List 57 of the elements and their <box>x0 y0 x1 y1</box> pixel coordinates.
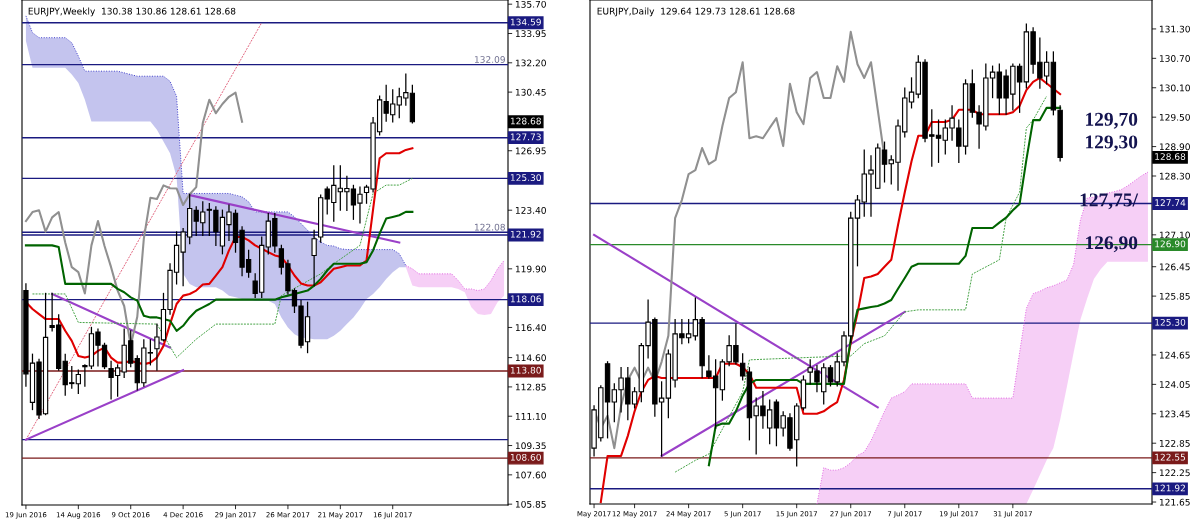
y-tick-label: 124.65 <box>1159 351 1190 359</box>
y-tick-label: 128.30 <box>1159 172 1190 180</box>
y-tick-label: 121.65 <box>1159 498 1190 506</box>
text: 128.68 <box>1155 153 1186 160</box>
y-tick-label: 131.30 <box>1159 25 1190 33</box>
ref-line-label: 113.80 <box>510 366 541 374</box>
y-tick-label: 135.70 <box>515 0 546 8</box>
y-tick-label: 114.60 <box>515 354 546 362</box>
y-tick-label: 128.90 <box>1159 143 1190 151</box>
y-tick-label: 112.85 <box>515 383 546 391</box>
y-tick-label: 129.50 <box>1159 113 1190 121</box>
y-tick-label: 125.85 <box>1159 292 1190 300</box>
y-tick-label: 130.45 <box>515 88 546 96</box>
line-series <box>25 15 407 266</box>
annotation: 129,70 <box>1086 112 1138 129</box>
y-tick-label: 130.10 <box>1159 84 1190 92</box>
ref-line-label: 134.59 <box>510 18 541 26</box>
ref-line-label: 125.30 <box>510 174 541 181</box>
y-tick-label: 116.40 <box>515 324 546 332</box>
candlestick <box>739 353 746 381</box>
y-tick-label: 124.05 <box>1159 381 1190 388</box>
ref-line-label: 121.92 <box>1155 484 1185 492</box>
text: EURJPY,Weekly 130.38 130.86 128.61 128.68 <box>28 7 236 17</box>
line-series <box>31 177 413 359</box>
ref-line-label: 122.08 <box>474 223 505 231</box>
ref-line-label: 126.90 <box>1155 240 1186 248</box>
y-tick-label: 123.45 <box>1159 410 1190 418</box>
y-tick-label: 122.25 <box>1159 469 1190 477</box>
ref-line-label: 122.55 <box>1155 453 1186 461</box>
ref-line-label: 127.73 <box>510 133 541 141</box>
candlestick <box>311 229 317 287</box>
line-series <box>24 210 414 332</box>
ref-line-label: 108.60 <box>510 453 541 461</box>
y-tick-label: 126.45 <box>1159 263 1190 271</box>
y-tick-label: 111.10 <box>515 412 546 420</box>
y-tick-label: 133.95 <box>515 30 546 38</box>
ref-line-label: 118.06 <box>510 295 541 303</box>
ref-line-label: 125.30 <box>1155 318 1186 326</box>
y-tick-label: 122.85 <box>1159 439 1190 447</box>
text: 128.68 <box>510 117 541 125</box>
annotation: 129,30 <box>1086 135 1138 152</box>
y-tick-label: 130.70 <box>1159 55 1190 62</box>
line-series <box>707 106 1062 467</box>
y-tick-label: 119.90 <box>515 265 546 273</box>
y-tick-label: 127.10 <box>1159 231 1190 239</box>
ref-line-label: 132.09 <box>474 56 505 63</box>
y-tick-label: 132.20 <box>515 59 546 67</box>
y-tick-label: 126.95 <box>515 147 546 155</box>
line-series <box>674 95 1048 473</box>
line-series <box>405 259 505 292</box>
y-tick-label: 107.60 <box>515 471 546 479</box>
text: EURJPY,Daily 129.64 129.73 128.61 128.68 <box>597 7 795 17</box>
y-tick-label: 123.40 <box>515 206 546 214</box>
ref-line-label: 127.74 <box>1155 199 1186 206</box>
y-tick-label: 105.85 <box>515 500 546 508</box>
y-tick-label: 109.35 <box>515 442 546 450</box>
ref-line-label: 121.92 <box>510 230 541 238</box>
